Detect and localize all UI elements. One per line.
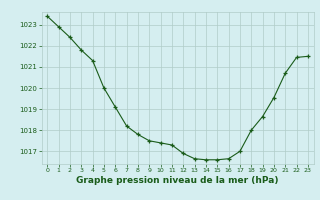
X-axis label: Graphe pression niveau de la mer (hPa): Graphe pression niveau de la mer (hPa) xyxy=(76,176,279,185)
